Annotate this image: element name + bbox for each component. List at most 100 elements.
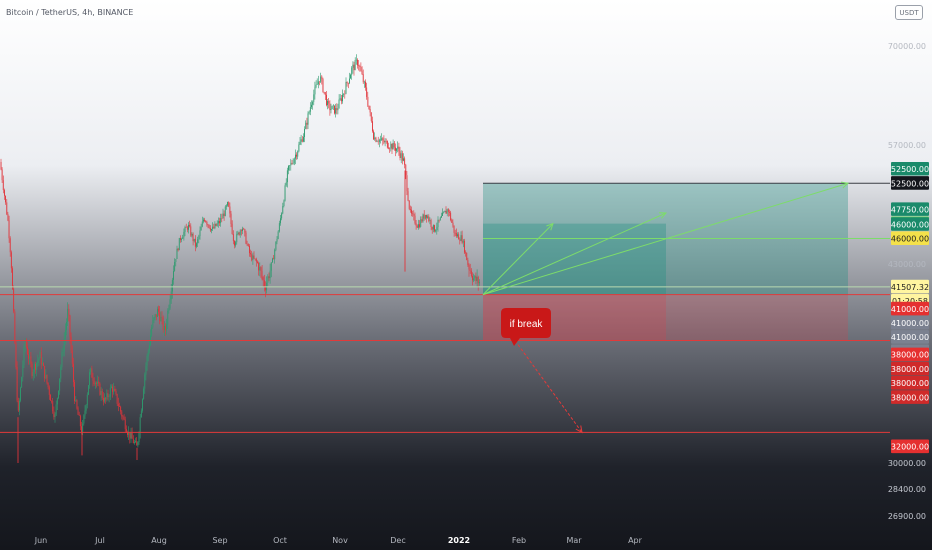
candle-body <box>376 141 378 143</box>
candle-body <box>276 239 278 242</box>
candle-body <box>140 410 142 418</box>
candle-body <box>146 355 148 366</box>
candle-body <box>131 432 133 439</box>
candle-body <box>28 354 29 359</box>
candle-body <box>211 229 212 231</box>
candle-body <box>189 224 191 227</box>
candle-body <box>93 380 95 384</box>
candle-body <box>282 206 284 214</box>
candle-body <box>312 101 314 105</box>
candle-body <box>159 311 161 322</box>
price-tag-bg <box>891 176 929 190</box>
y-tick-label: 43000.00 <box>888 260 926 269</box>
candle-body <box>423 214 425 219</box>
price-tag-bg <box>891 217 929 231</box>
candle-body <box>319 81 320 82</box>
candle-body <box>411 209 412 214</box>
candle-body <box>121 411 123 417</box>
candle-body <box>224 206 226 217</box>
price-tag-text: 46000.00 <box>891 235 929 244</box>
candle-body <box>63 338 65 352</box>
candle-body <box>414 215 416 224</box>
candle-body <box>369 109 371 113</box>
candle-body <box>86 394 88 406</box>
candle-body <box>464 240 465 253</box>
y-tick-label: 57000.00 <box>888 141 926 150</box>
candle-body <box>441 216 442 218</box>
price-tag-bg <box>891 376 929 390</box>
price-tag: 52500.00 <box>891 161 929 176</box>
candle-body <box>221 218 223 219</box>
candle-body <box>360 66 362 71</box>
target-arrows <box>482 181 850 434</box>
candle-body <box>323 91 325 93</box>
candle-body <box>5 195 6 203</box>
candlestick-series <box>0 54 480 463</box>
candle-body <box>45 374 47 379</box>
price-tag-text: 38000.00 <box>891 351 929 360</box>
candle-body <box>459 239 461 241</box>
candle-body <box>247 244 249 246</box>
candle-body <box>352 64 354 68</box>
candle-body <box>183 231 185 238</box>
candle-body <box>135 441 136 443</box>
candle-body <box>337 108 339 111</box>
candle-body <box>472 276 473 281</box>
candle-body <box>36 362 38 370</box>
x-tick-label: Oct <box>273 536 287 545</box>
candle-body <box>203 219 204 222</box>
price-axis[interactable]: 70000.00 57000.00 43000.00 30000.00 28400.00… <box>888 42 926 521</box>
candle-body <box>263 280 265 288</box>
candle-body <box>124 419 126 430</box>
candle-body <box>4 190 5 196</box>
candle-body <box>445 210 447 214</box>
candle-body <box>382 138 384 141</box>
candle-body <box>177 248 179 251</box>
candle-body <box>46 374 48 383</box>
candle-body <box>31 363 33 377</box>
price-tag-text: 41000.00 <box>891 305 929 314</box>
candle-body <box>37 360 39 363</box>
candle-body <box>418 224 419 228</box>
currency-button[interactable]: USDT <box>895 5 923 20</box>
price-tag-text: 38000.00 <box>891 393 929 402</box>
candle-body <box>252 255 254 261</box>
candle-body <box>476 277 478 282</box>
candle-body <box>353 64 355 71</box>
candle-body <box>413 213 415 216</box>
x-tick-label: Jun <box>34 536 48 545</box>
candle-body <box>125 429 127 433</box>
price-axis-labels: 52500.0052500.0047750.0047750.0046000.00… <box>891 161 929 454</box>
candle-body <box>370 112 372 122</box>
price-tag: 47750.00 <box>891 202 929 216</box>
candle-body <box>51 400 52 402</box>
candle-body <box>474 275 476 279</box>
candle-body <box>102 397 104 402</box>
candle-body <box>405 164 407 176</box>
candle-body <box>33 364 35 372</box>
y-tick-label: 70000.00 <box>888 42 926 51</box>
candle-body <box>305 122 307 129</box>
candle-body <box>112 386 113 392</box>
price-tag-text: 52500.00 <box>891 165 929 174</box>
candle-body <box>454 232 456 234</box>
price-tag-bg <box>891 390 929 404</box>
candle-body <box>438 219 440 221</box>
candle-body <box>107 393 109 397</box>
candle-body <box>354 60 356 71</box>
candle-body <box>475 275 477 281</box>
candle-body <box>196 243 197 247</box>
candle-body <box>215 223 217 226</box>
candle-body <box>270 262 272 271</box>
candle-body <box>366 87 368 97</box>
candle-body <box>269 270 271 279</box>
if-break-callout[interactable]: if break <box>501 308 551 346</box>
candle-body <box>190 226 192 236</box>
candle-body <box>300 139 302 142</box>
candle-body <box>44 365 46 379</box>
candle-body <box>443 212 445 213</box>
y-tick-label: 26900.00 <box>888 512 926 521</box>
candle-body <box>53 411 55 418</box>
time-axis[interactable]: Jun Jul Aug Sep Oct Nov Dec 2022 Feb Mar Apr <box>34 536 643 545</box>
